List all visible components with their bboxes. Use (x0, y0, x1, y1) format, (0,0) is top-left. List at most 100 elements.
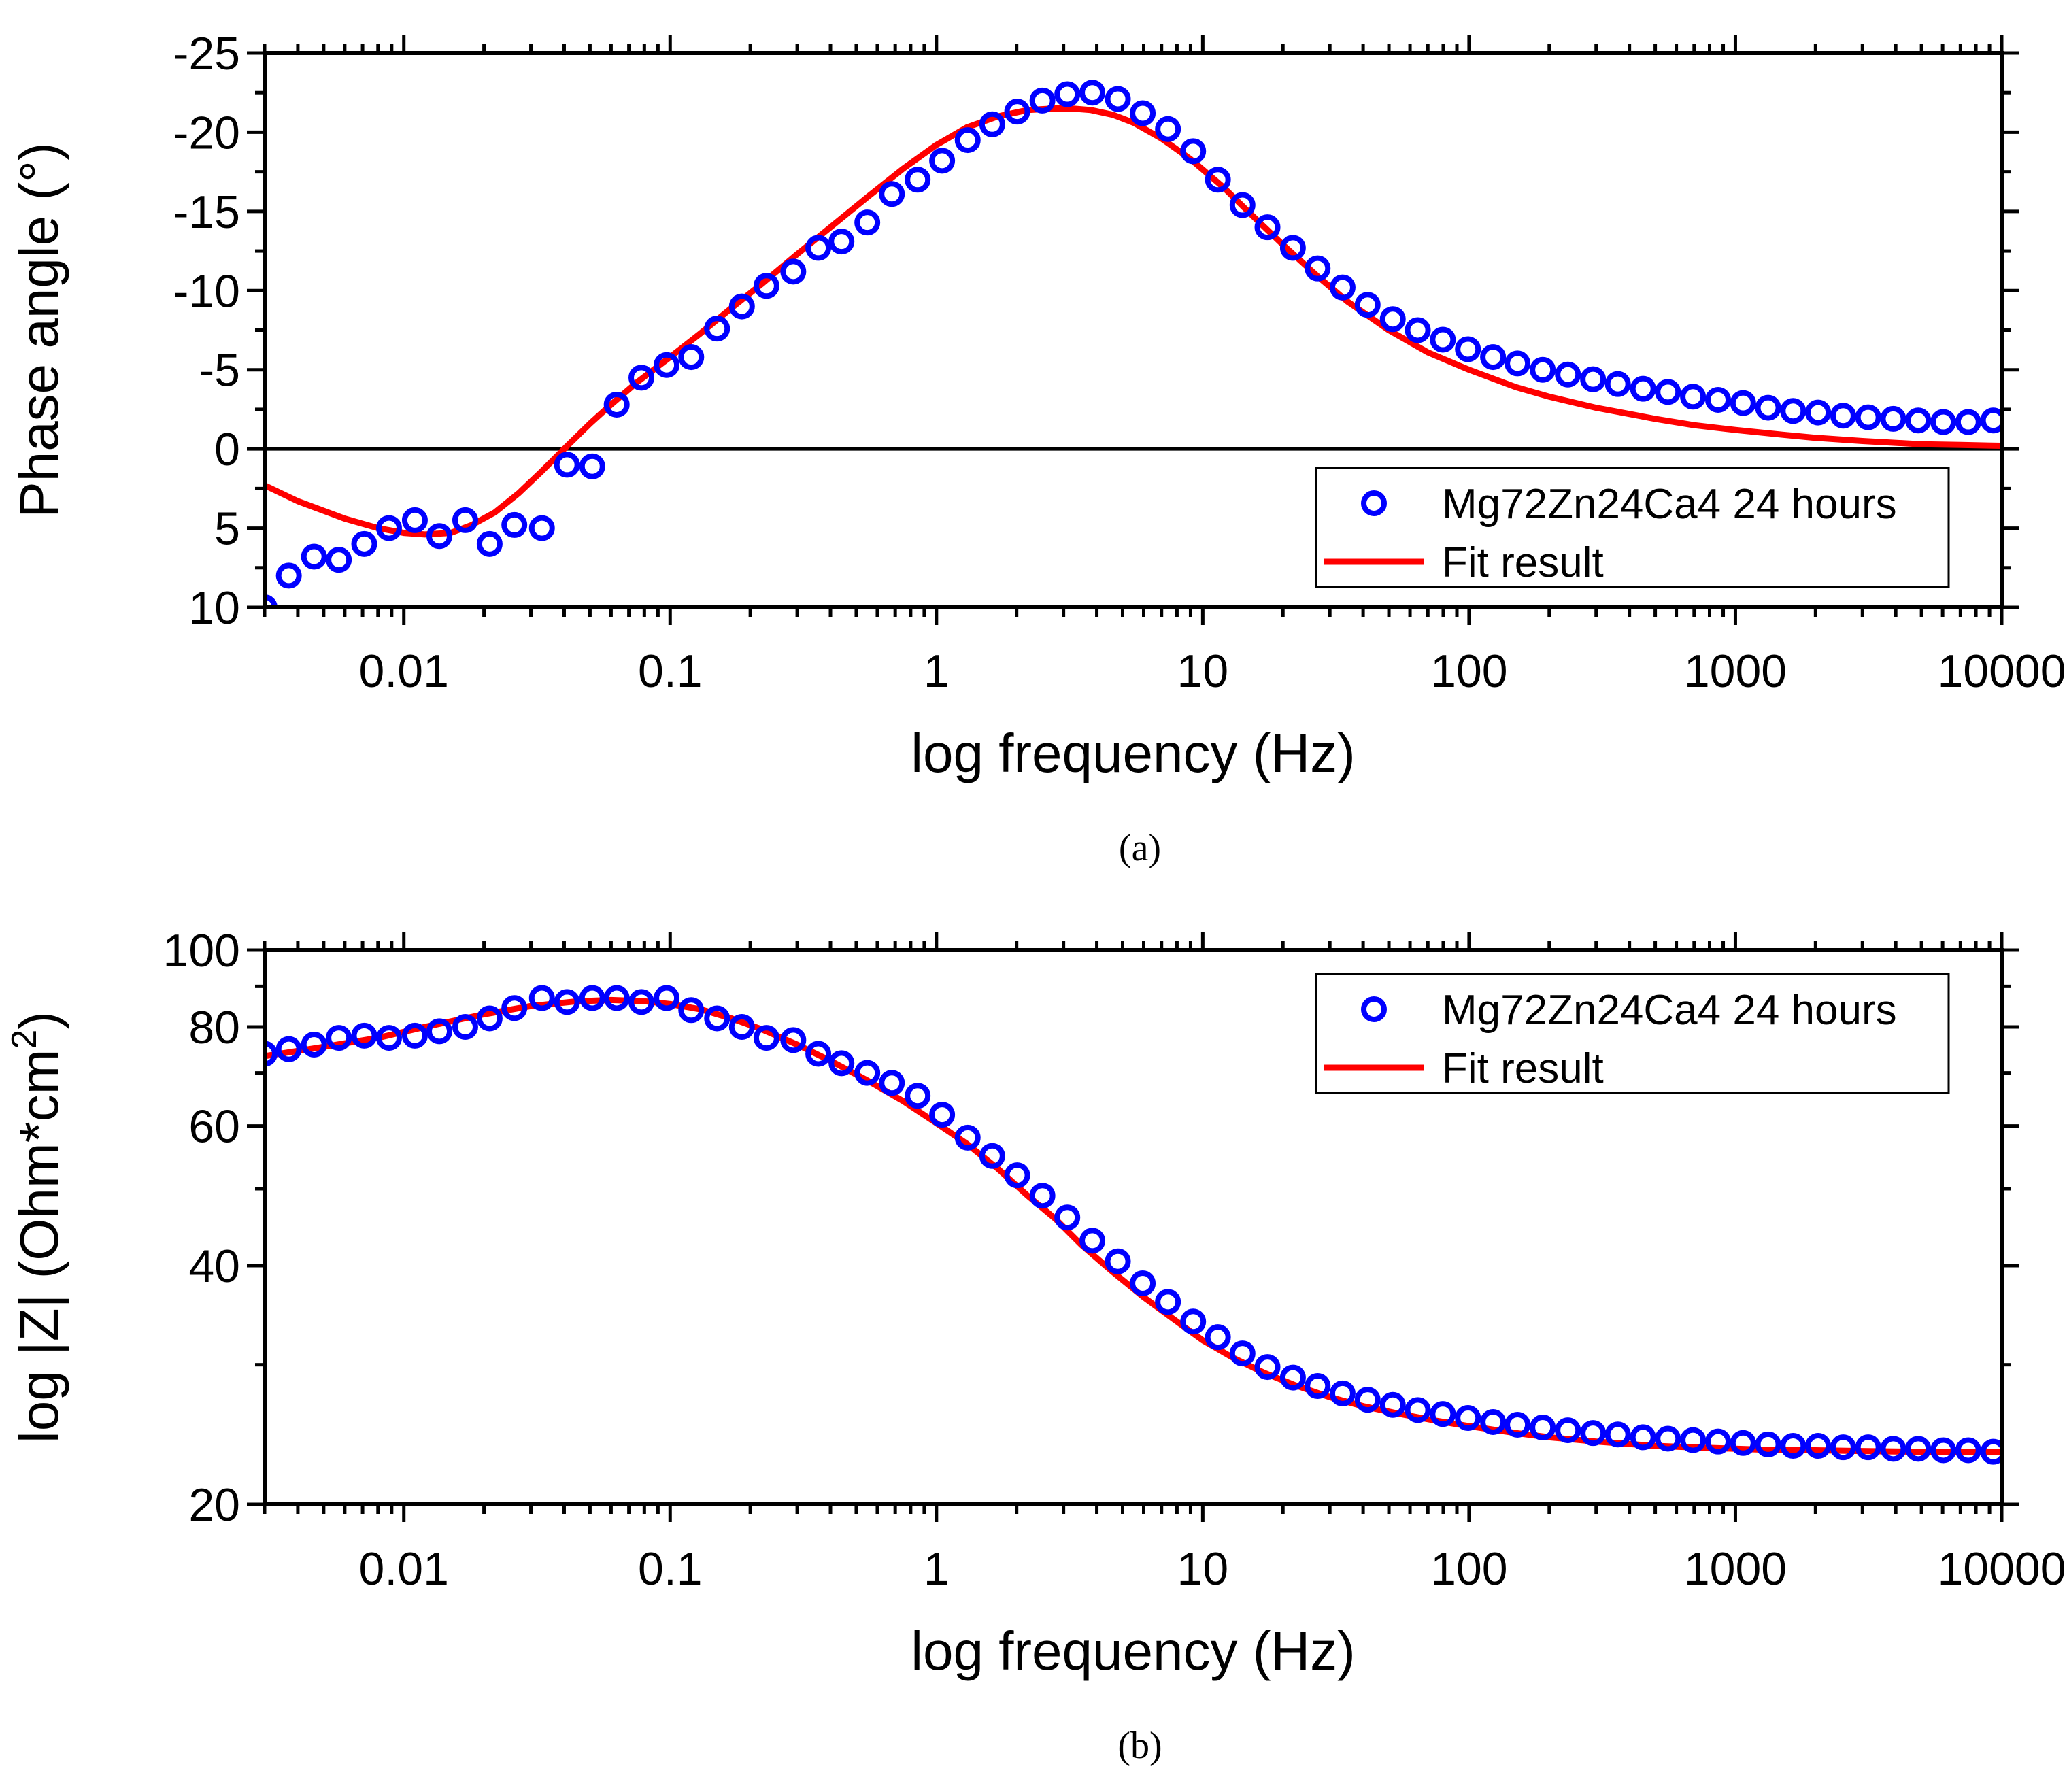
data-point (628, 365, 655, 391)
y-tick-label: -5 (199, 345, 240, 396)
data-point (1279, 1364, 1306, 1391)
y-tick-label: 5 (214, 503, 240, 555)
data-point (1480, 344, 1507, 371)
data-point (654, 352, 680, 378)
data-point (1905, 1436, 1932, 1462)
data-point (301, 543, 327, 570)
legend-label: Mg72Zn24Ca4 24 hours (1442, 481, 1897, 528)
data-point (1555, 361, 1581, 388)
legend-box (1315, 467, 1950, 588)
data-point (476, 530, 503, 557)
data-point (1830, 403, 1856, 429)
data-point (351, 1022, 377, 1049)
data-point (1980, 407, 2002, 434)
data-point (1530, 1415, 1556, 1441)
data-point (828, 1050, 855, 1077)
y-axis-label-close: ) (9, 1011, 69, 1030)
data-point (1205, 167, 1231, 193)
data-point (528, 985, 555, 1011)
data-point (1780, 1433, 1806, 1459)
data-point (805, 1041, 832, 1067)
data-point (1229, 192, 1256, 218)
data-point (728, 1013, 755, 1040)
data-point (1405, 317, 1431, 343)
data-point (1730, 1430, 1756, 1456)
plot-frame (263, 948, 2004, 1506)
x-tick-label: 100 (1430, 1543, 1507, 1595)
y-axis-label-superscript: 2 (5, 1030, 44, 1049)
data-point (351, 530, 377, 557)
data-point (780, 1027, 807, 1053)
x-tick-label: 10000 (1937, 1543, 2066, 1595)
data-point (1305, 255, 1331, 282)
data-point (1180, 1308, 1207, 1335)
data-point (905, 167, 931, 193)
data-point (1329, 274, 1356, 301)
plot-area (265, 80, 2002, 607)
data-point (1180, 138, 1207, 165)
data-point (929, 148, 956, 174)
data-point (854, 1060, 881, 1086)
x-tick-label: 0.01 (359, 1543, 449, 1595)
y-axis-label-text: log |Z| (Ohm*cm (9, 1049, 69, 1443)
legend: Mg72Zn24Ca4 24 hours Fit result (1315, 467, 1950, 588)
y-axis-label: Phase angle (°) (9, 142, 69, 518)
data-point (1354, 292, 1381, 318)
data-point (1530, 356, 1556, 383)
x-tick-label: 10 (1177, 645, 1229, 697)
x-tick-label: 0.1 (638, 645, 703, 697)
data-point (1430, 326, 1456, 353)
data-point (554, 452, 580, 478)
data-point (275, 1036, 302, 1062)
data-point (401, 507, 428, 533)
data-point (1379, 306, 1406, 333)
data-point (1905, 407, 1932, 434)
data-point (1130, 100, 1156, 126)
data-point (426, 523, 453, 550)
data-point (1955, 409, 1981, 435)
legend: Mg72Zn24Ca4 24 hours Fit result (1315, 973, 1950, 1094)
data-point (1029, 87, 1056, 114)
data-point (1254, 214, 1281, 241)
y-axis-label: log |Z| (Ohm*cm2) (5, 1011, 69, 1443)
x-axis-label: log frequency (Hz) (911, 1621, 1356, 1681)
data-point (979, 111, 1005, 137)
data-point (528, 515, 555, 541)
data-point (1029, 1183, 1056, 1209)
data-point (501, 995, 528, 1021)
data-point (275, 562, 302, 589)
data-point (1130, 1270, 1156, 1296)
data-point (1855, 1434, 1881, 1461)
data-point (1229, 1340, 1256, 1367)
data-point (1655, 1425, 1681, 1452)
data-point (805, 235, 832, 261)
data-point (1855, 404, 1881, 430)
data-point (1004, 99, 1030, 125)
data-point (326, 547, 352, 573)
plot-area (265, 985, 2002, 1465)
data-point (1805, 1433, 1832, 1459)
x-axis-label: log frequency (Hz) (911, 723, 1356, 783)
data-point (1680, 384, 1707, 410)
data-point (1305, 1373, 1331, 1400)
data-point (1880, 1436, 1906, 1462)
data-point (879, 181, 905, 207)
data-point (780, 258, 807, 285)
data-point (1930, 409, 1957, 435)
data-point (1480, 1408, 1507, 1435)
data-point (1279, 235, 1306, 261)
legend-marker-points (1361, 490, 1387, 516)
x-tick-label: 1 (924, 645, 950, 697)
data-point (753, 1025, 779, 1051)
x-tick-label: 100 (1430, 645, 1507, 697)
data-point (979, 1143, 1005, 1169)
panel-caption: (a) (1119, 827, 1161, 869)
data-point (654, 985, 680, 1011)
data-point (1155, 116, 1181, 142)
data-point (728, 293, 755, 320)
data-point (704, 1005, 730, 1032)
x-tick-label: 10000 (1937, 645, 2066, 697)
data-point (1880, 405, 1906, 432)
data-point (1379, 1391, 1406, 1418)
